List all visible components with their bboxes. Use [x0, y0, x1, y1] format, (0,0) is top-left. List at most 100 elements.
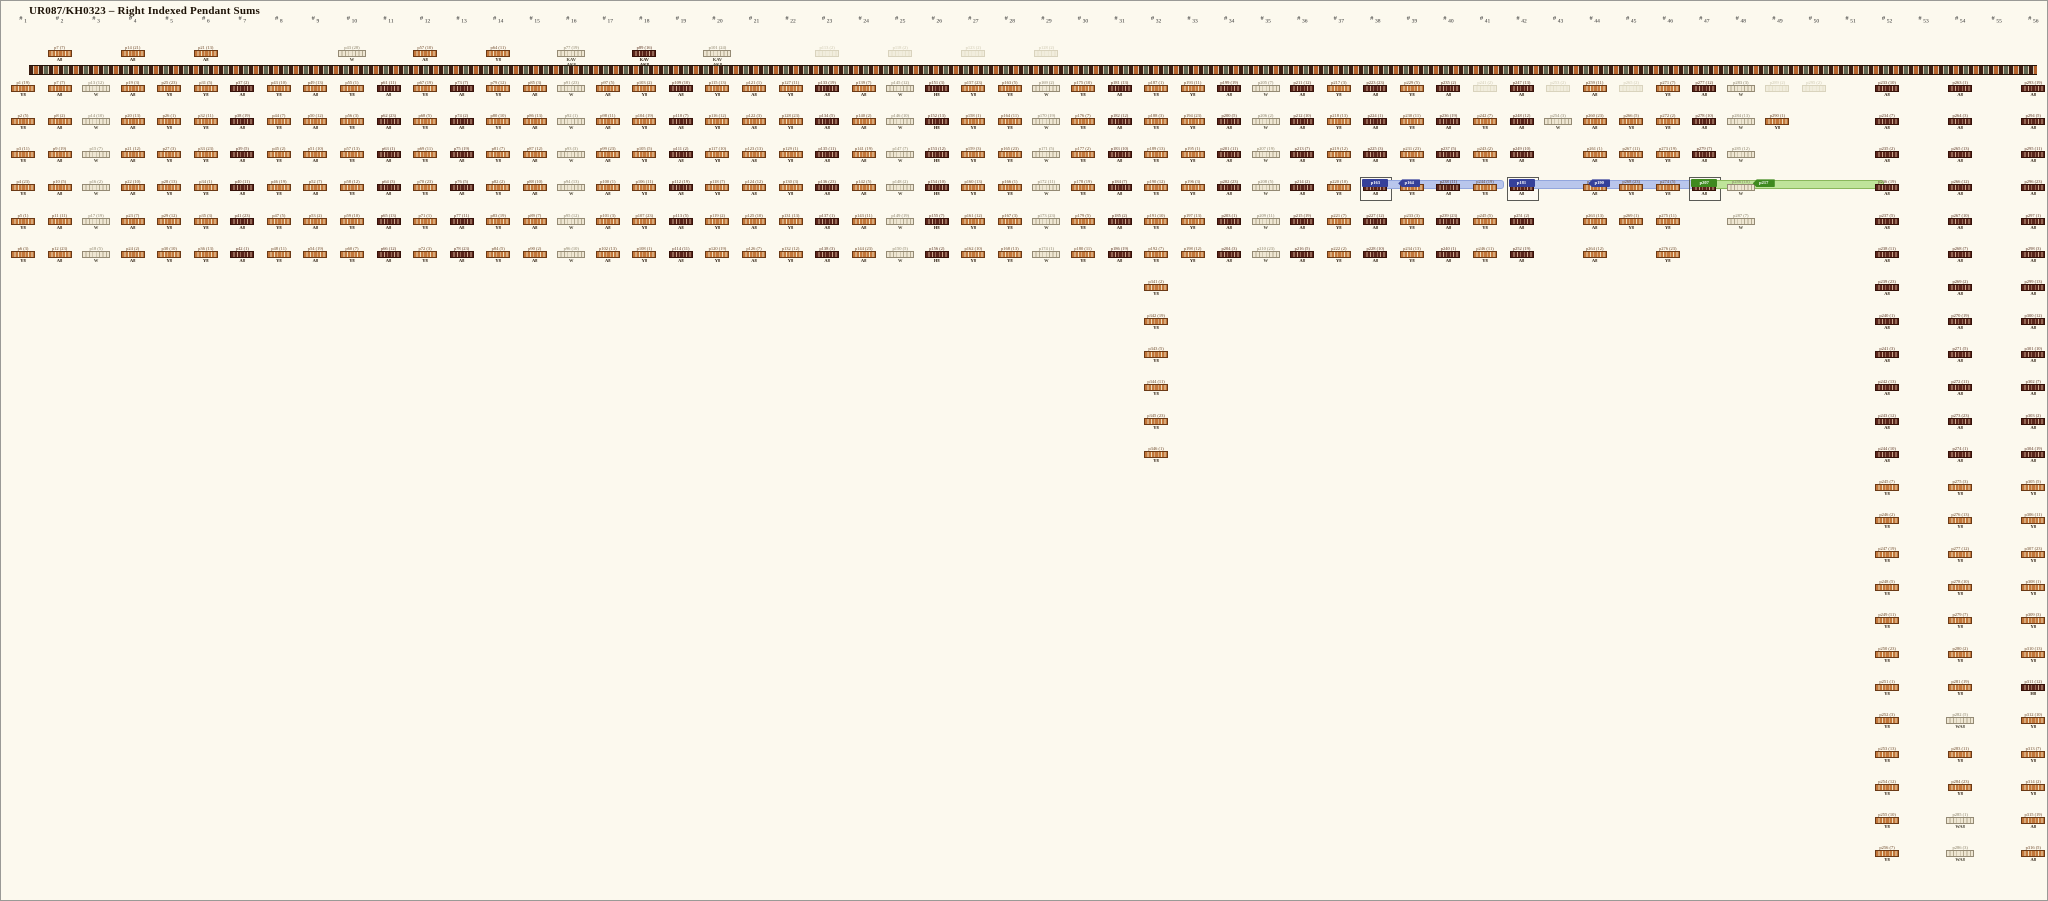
- pendant[interactable]: p254 (3) W: [1541, 113, 1575, 130]
- pendant[interactable]: p138 (3) A8: [812, 246, 842, 263]
- pendant[interactable]: p278 (10) A8: [1689, 113, 1719, 130]
- pendant[interactable]: p287 (7) W: [1724, 213, 1758, 230]
- pendant[interactable]: p296 (23) A8: [2018, 179, 2047, 196]
- pendant[interactable]: p247 (19) Y8: [1872, 546, 1902, 563]
- pendant[interactable]: p238 (11) A8: [1433, 179, 1463, 196]
- pendant[interactable]: p279 (7) A8: [1689, 146, 1719, 163]
- pendant[interactable]: p124 (12) A8: [739, 179, 769, 196]
- pendant[interactable]: p119 (2) Y8: [702, 213, 732, 230]
- pendant[interactable]: p240 (1) A8: [1872, 313, 1902, 330]
- pendant[interactable]: p172 (11) W: [1029, 179, 1063, 196]
- pendant[interactable]: p216 (5) A8: [1287, 246, 1317, 263]
- pendant[interactable]: p316 (5) A8: [2018, 845, 2047, 862]
- pendant[interactable]: p214 (2) A8: [1287, 179, 1317, 196]
- pendant[interactable]: p171 (5) W: [1029, 146, 1063, 163]
- pendant[interactable]: p120 (19) Y8: [702, 246, 732, 263]
- pendant[interactable]: p240 (1) A8: [1433, 246, 1463, 263]
- pendant[interactable]: p56 (3) Y8: [337, 113, 367, 130]
- pendant[interactable]: p252 (19) A8: [1507, 246, 1537, 263]
- pendant[interactable]: p114 (11) A8: [666, 246, 696, 263]
- pendant[interactable]: p78 (23) A8: [447, 246, 477, 263]
- pendant[interactable]: p185 (2) A8: [1105, 213, 1135, 230]
- pendant[interactable]: p38 (19) A8: [227, 113, 257, 130]
- pendant[interactable]: p188 (3) Y8: [1141, 113, 1171, 130]
- pendant[interactable]: p6 (3) Y8: [8, 246, 38, 263]
- pendant[interactable]: p103 (2) Y8: [629, 80, 659, 97]
- pendant[interactable]: p47 (5) Y8: [264, 213, 294, 230]
- pendant[interactable]: p136 (23) A8: [812, 179, 842, 196]
- pendant[interactable]: p62 (23) A8: [374, 113, 404, 130]
- pendant[interactable]: p48 (11) Y8: [264, 246, 294, 263]
- pendant[interactable]: p137 (1) A8: [812, 213, 842, 230]
- pendant[interactable]: p276 (13) Y8: [1945, 512, 1975, 529]
- pendant[interactable]: p135 (11) A8: [812, 146, 842, 163]
- pendant[interactable]: p280 (2) Y8: [1945, 646, 1975, 663]
- pendant[interactable]: p271 (5) A8: [1945, 346, 1975, 363]
- pendant[interactable]: p65 (13) A8: [374, 213, 404, 230]
- pendant[interactable]: p72 (3) Y8: [410, 246, 440, 263]
- pendant[interactable]: p29 (12) Y8: [154, 213, 184, 230]
- pendant[interactable]: p245 (7) Y8: [1872, 479, 1902, 496]
- pendant[interactable]: p21 (12) A8: [118, 146, 148, 163]
- pendant[interactable]: p157 (23) Y8: [958, 80, 988, 97]
- pendant[interactable]: p230 (11) Y8: [1397, 113, 1427, 130]
- pendant[interactable]: p9 (19) A8: [45, 146, 75, 163]
- sum-arrow-tag[interactable]: p164: [1398, 179, 1421, 188]
- pendant[interactable]: p255 (10) Y8: [1872, 812, 1902, 829]
- pendant[interactable]: p344 (11) Y8: [1141, 379, 1171, 396]
- pendant[interactable]: p118 (2): [885, 45, 915, 57]
- pendant[interactable]: p147 (7) W: [883, 146, 917, 163]
- pendant[interactable]: p275 (11) Y8: [1653, 213, 1683, 230]
- pendant[interactable]: p133 (19) A8: [812, 80, 842, 97]
- pendant[interactable]: p36 (13) Y8: [191, 246, 221, 263]
- pendant[interactable]: p52 (7) A8: [300, 179, 330, 196]
- pendant[interactable]: p20 (13) A8: [118, 113, 148, 130]
- pendant[interactable]: p236 (19) A8: [1872, 179, 1902, 196]
- pendant[interactable]: p3 (11) Y8: [8, 146, 38, 163]
- pendant[interactable]: p81 (7) Y8: [483, 146, 513, 163]
- pendant[interactable]: p128 (23) Y8: [776, 113, 806, 130]
- pendant[interactable]: p284 (23) Y8: [1945, 779, 1975, 796]
- pendant[interactable]: p192 (7) Y8: [1141, 246, 1171, 263]
- pendant[interactable]: p181 (13) A8: [1105, 80, 1135, 97]
- pendant[interactable]: p5 (1) Y8: [8, 213, 38, 230]
- sum-anchor-tag[interactable]: p181: [1508, 179, 1535, 188]
- pendant[interactable]: p53 (2) A8: [300, 213, 330, 230]
- pendant[interactable]: p178 (19) Y8: [1068, 179, 1098, 196]
- pendant[interactable]: p132 (12) Y8: [776, 246, 806, 263]
- pendant[interactable]: p205 (7) W: [1249, 80, 1283, 97]
- pendant[interactable]: p43 (28) W: [335, 45, 369, 62]
- pendant[interactable]: p130 (3) Y8: [776, 179, 806, 196]
- pendant[interactable]: p163 (5) Y8: [995, 80, 1025, 97]
- pendant[interactable]: p275 (3) Y8: [1945, 479, 1975, 496]
- pendant[interactable]: p302 (7) A8: [2018, 379, 2047, 396]
- pendant[interactable]: p203 (1) A8: [1214, 213, 1244, 230]
- primary-cord-band[interactable]: [29, 65, 2037, 75]
- pendant[interactable]: p284 (13) W: [1724, 113, 1758, 130]
- pendant[interactable]: p123 (2): [958, 45, 988, 57]
- pendant[interactable]: p309 (3) Y8: [2018, 612, 2047, 629]
- pendant[interactable]: p46 (19) Y8: [264, 179, 294, 196]
- pendant[interactable]: p90 (2) A8: [520, 246, 550, 263]
- pendant[interactable]: p58 (12) Y8: [337, 179, 367, 196]
- pendant[interactable]: p54 (19) A8: [300, 246, 330, 263]
- pendant[interactable]: p143 (11) A8: [849, 213, 879, 230]
- pendant[interactable]: p111 (2) A8: [666, 146, 696, 163]
- pendant[interactable]: p68 (5) Y8: [410, 113, 440, 130]
- pendant[interactable]: p248 (5) Y8: [1872, 579, 1902, 596]
- pendant[interactable]: p83 (19) Y8: [483, 213, 513, 230]
- pendant[interactable]: p256 (7) Y8: [1872, 845, 1902, 862]
- pendant[interactable]: p141 (19) A8: [849, 146, 879, 163]
- pendant[interactable]: p233 (10) A8: [1872, 80, 1902, 97]
- pendant[interactable]: p7 (7) A8: [45, 80, 75, 97]
- pendant[interactable]: p15 (7) W: [79, 146, 113, 163]
- pendant[interactable]: p189 (13) Y8: [1141, 146, 1171, 163]
- pendant[interactable]: p144 (23) A8: [849, 246, 879, 263]
- pendant[interactable]: p93 (3) W: [554, 146, 588, 163]
- pendant[interactable]: p237 (5) A8: [1872, 213, 1902, 230]
- pendant[interactable]: p152 (13) H8: [922, 113, 952, 130]
- pendant[interactable]: p10 (5) A8: [45, 179, 75, 196]
- pendant[interactable]: p204 (3) A8: [1214, 246, 1244, 263]
- pendant[interactable]: p16 (2) W: [79, 179, 113, 196]
- pendant[interactable]: p73 (7) A8: [447, 80, 477, 97]
